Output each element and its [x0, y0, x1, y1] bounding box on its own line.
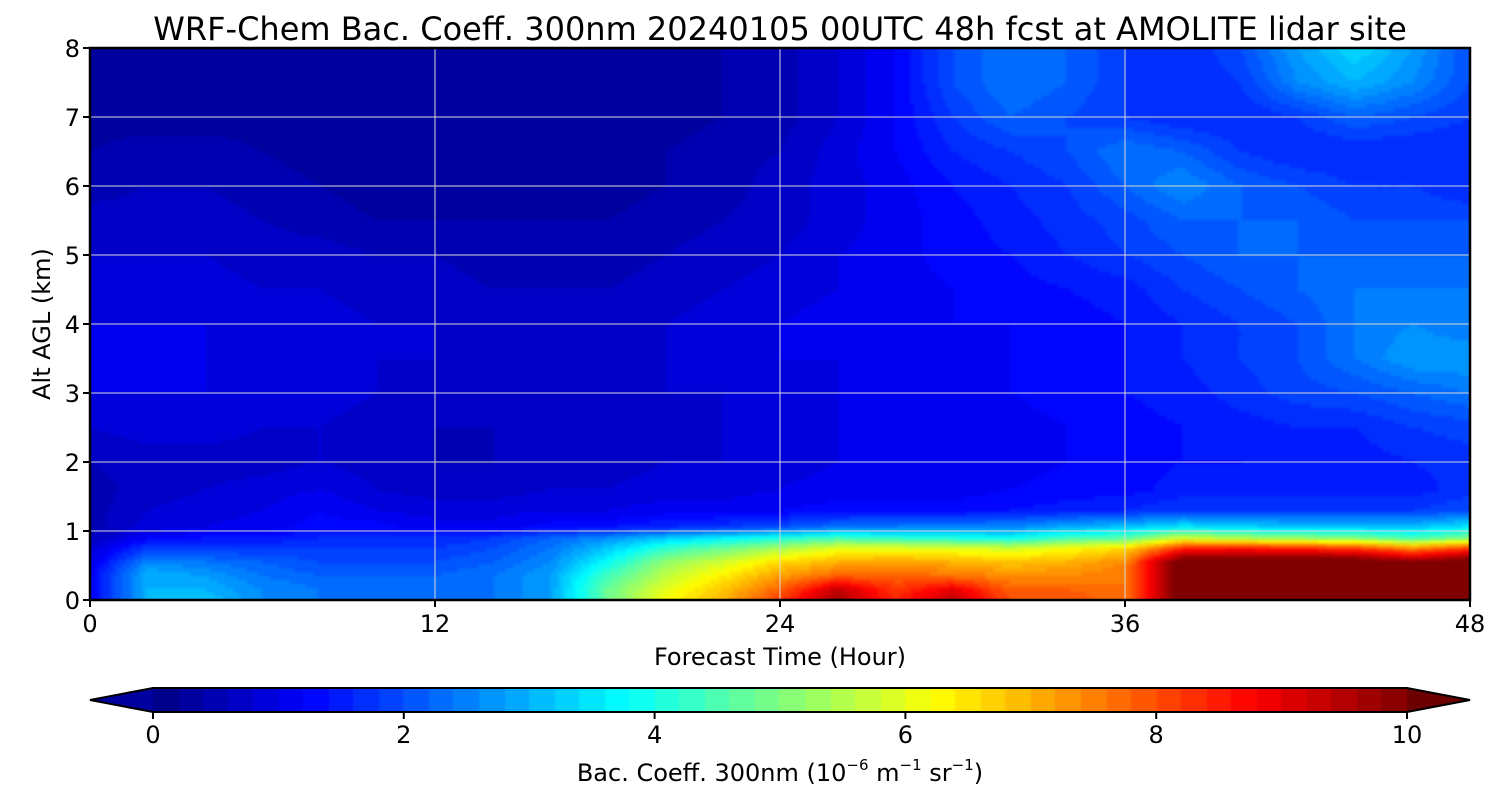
colorbar-tick-label: 8 [1149, 721, 1164, 749]
x-axis-ticks: 0 12 24 36 48 [82, 600, 1485, 638]
colorbar-tick-label: 0 [145, 721, 160, 749]
y-axis-label: Alt AGL (km) [28, 248, 56, 400]
y-tick-label: 8 [65, 35, 80, 63]
x-tick-label: 36 [1110, 610, 1141, 638]
y-tick-label: 0 [65, 587, 80, 615]
y-axis-ticks: 0 1 2 3 4 5 6 7 8 [65, 35, 90, 615]
x-tick-label: 0 [82, 610, 97, 638]
y-tick-label: 6 [65, 173, 80, 201]
x-tick-label: 12 [420, 610, 451, 638]
x-axis-label: Forecast Time (Hour) [654, 643, 906, 671]
colorbar-tick-label: 10 [1392, 721, 1423, 749]
y-tick-label: 7 [65, 104, 80, 132]
colorbar-gradient [153, 688, 1407, 712]
y-tick-label: 1 [65, 518, 80, 546]
x-tick-label: 24 [765, 610, 796, 638]
colorbar-ticks: 0 2 4 6 8 10 [145, 712, 1422, 749]
grid-lines [90, 48, 1470, 600]
colorbar-extend-max [1407, 688, 1470, 712]
colorbar-extend-min [90, 688, 153, 712]
chart-title: WRF-Chem Bac. Coeff. 300nm 20240105 00UT… [153, 10, 1407, 48]
colorbar-tick-label: 4 [647, 721, 662, 749]
colorbar-tick-label: 6 [898, 721, 913, 749]
colorbar-label: Bac. Coeff. 300nm (10−6 m−1 sr−1) [577, 756, 983, 787]
colorbar-tick-label: 2 [396, 721, 411, 749]
x-tick-label: 48 [1455, 610, 1486, 638]
y-tick-label: 3 [65, 380, 80, 408]
y-tick-label: 2 [65, 449, 80, 477]
y-tick-label: 5 [65, 242, 80, 270]
colorbar: 0 2 4 6 8 10 Bac. Coeff. 300nm (10−6 m−1 sr−1… [89, 687, 1471, 787]
y-tick-label: 4 [65, 311, 80, 339]
